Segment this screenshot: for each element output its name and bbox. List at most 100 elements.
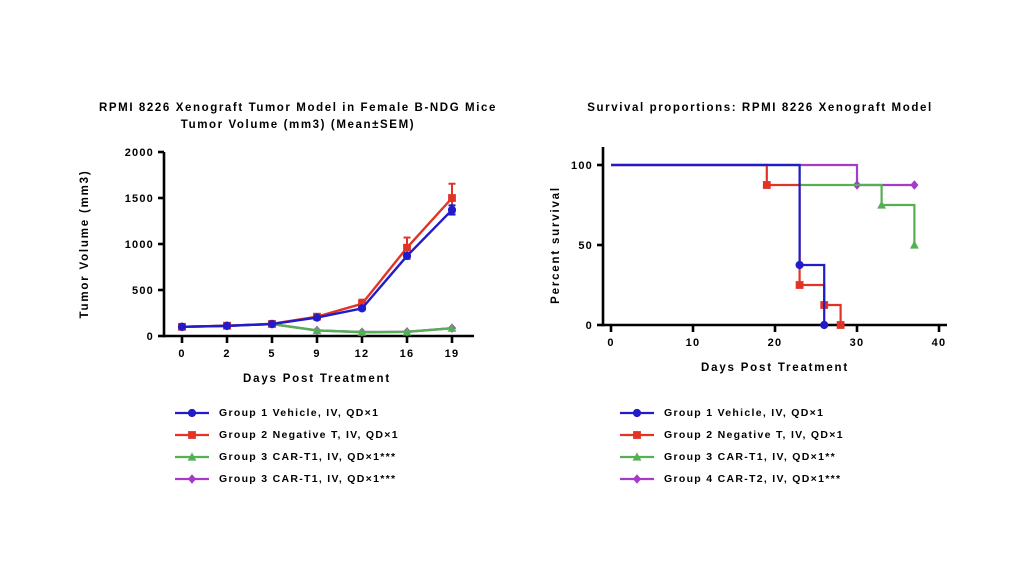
x-tick-label: 20	[768, 337, 783, 349]
data-point-marker	[312, 325, 322, 335]
data-point-marker	[357, 327, 367, 336]
series-circle	[611, 163, 829, 330]
legend-marker	[632, 474, 642, 484]
data-point-marker	[267, 319, 277, 329]
x-axis-title: Days Post Treatment	[701, 362, 849, 374]
y-tick-label: 2000	[125, 147, 154, 159]
data-point-marker	[312, 313, 322, 322]
survival-chart-panel: Survival proportions: RPMI 8226 Xenograf…	[545, 100, 975, 490]
series-square	[611, 163, 845, 329]
data-point-marker	[402, 251, 412, 261]
x-tick-label: 0	[607, 337, 614, 349]
tumor-chart-legend: Group 1 Vehicle, IV, QD×1 Group 2 Negativ…	[68, 402, 528, 490]
x-tick-label: 9	[313, 348, 320, 360]
y-axis-title: Tumor Volume (mm3)	[79, 170, 91, 319]
legend-label: Group 4 CAR-T2, IV, QD×1***	[664, 473, 842, 485]
survival-chart-title: Survival proportions: RPMI 8226 Xenograf…	[587, 102, 933, 114]
series-line	[611, 163, 916, 245]
data-point-marker	[836, 321, 845, 329]
series-line	[611, 163, 915, 187]
legend-item-3: Group 3 CAR-T1, IV, QD×1***	[174, 446, 528, 468]
y-tick-label: 1000	[125, 239, 154, 251]
axes	[597, 147, 947, 332]
data-point-marker	[910, 240, 919, 249]
data-point-marker	[222, 321, 232, 330]
x-tick-label: 19	[445, 348, 460, 360]
x-tick-label: 12	[355, 348, 370, 360]
legend-marker	[188, 431, 196, 439]
series-circle	[177, 204, 457, 331]
tumor-chart-panel: RPMI 8226 Xenograft Tumor Model in Femal…	[68, 100, 528, 490]
tumor-volume-chart: 0 500 1000 1500 2000 0 2 5 9 12 16 19 Tumor Volume (…	[79, 147, 474, 385]
data-point-marker	[795, 260, 804, 270]
series-line	[611, 163, 842, 325]
data-point-marker	[177, 322, 187, 331]
x-tick-label: 10	[686, 337, 701, 349]
data-point-marker	[358, 299, 366, 308]
legend-item-1: Group 1 Vehicle, IV, QD×1	[174, 402, 528, 424]
data-point-marker	[877, 200, 886, 209]
legend-label: Group 1 Vehicle, IV, QD×1	[219, 407, 380, 419]
tick-labels: 0 50 100 0 10 20 30 40	[571, 160, 947, 349]
tumor-chart-title-line1: RPMI 8226 Xenograft Tumor Model in Femal…	[98, 102, 497, 114]
series-line	[181, 197, 453, 328]
y-tick-label: 0	[586, 320, 593, 332]
circle-series-swatch-icon	[175, 408, 209, 418]
legend-item-2: Group 2 Negative T, IV, QD×1	[619, 424, 975, 446]
x-tick-label: 40	[932, 337, 947, 349]
legend-label: Group 1 Vehicle, IV, QD×1	[664, 407, 825, 419]
triangle-series-swatch-icon	[175, 452, 209, 461]
x-tick-label: 16	[400, 348, 415, 360]
diamond-series-swatch-icon	[175, 474, 209, 484]
legend-label: Group 2 Negative T, IV, QD×1	[664, 429, 844, 441]
legend-item-2: Group 2 Negative T, IV, QD×1	[174, 424, 528, 446]
x-tick-label: 0	[178, 348, 185, 360]
legend-item-3: Group 3 CAR-T1, IV, QD×1**	[619, 446, 975, 468]
series-square	[178, 182, 456, 331]
tumor-chart-title-line2: Tumor Volume (mm3) (Mean±SEM)	[180, 119, 416, 131]
axes	[158, 150, 474, 343]
data-point-marker	[447, 323, 457, 332]
survival-chart-legend: Group 1 Vehicle, IV, QD×1 Group 2 Negativ…	[545, 402, 975, 490]
square-series-swatch-icon	[175, 431, 209, 439]
y-tick-label: 50	[578, 240, 593, 252]
y-tick-label: 500	[132, 285, 154, 297]
y-axis-title: Percent survival	[550, 186, 562, 304]
legend-marker	[633, 431, 641, 439]
triangle-series-swatch-icon	[620, 452, 654, 461]
legend-item-4: Group 3 CAR-T1, IV, QD×1***	[174, 468, 528, 490]
legend-label: Group 3 CAR-T1, IV, QD×1***	[219, 451, 397, 463]
series-triangle	[611, 163, 919, 249]
data-point-marker	[820, 320, 829, 330]
legend-marker	[187, 452, 197, 461]
series-triangle	[177, 319, 457, 336]
legend-item-1: Group 1 Vehicle, IV, QD×1	[619, 402, 975, 424]
x-tick-label: 30	[850, 337, 865, 349]
data-point-marker	[403, 243, 411, 252]
legend-marker	[632, 452, 642, 461]
diamond-series-swatch-icon	[620, 474, 654, 484]
y-tick-label: 0	[147, 331, 154, 343]
legend-label: Group 3 CAR-T1, IV, QD×1**	[664, 451, 836, 463]
y-tick-label: 1500	[125, 193, 154, 205]
legend-label: Group 2 Negative T, IV, QD×1	[219, 429, 399, 441]
data-point-marker	[762, 181, 771, 189]
data-point-marker	[910, 180, 919, 190]
x-axis-title: Days Post Treatment	[243, 373, 391, 385]
data-point-marker	[402, 327, 412, 336]
series-line	[181, 209, 453, 328]
legend-marker	[187, 408, 197, 418]
legend-item-4: Group 4 CAR-T2, IV, QD×1***	[619, 468, 975, 490]
survival-chart: 0 50 100 0 10 20 30 40 Percent survival Days Post…	[550, 147, 947, 374]
data-point-marker	[357, 304, 367, 313]
legend-marker	[187, 474, 197, 484]
data-point-marker	[795, 281, 804, 289]
y-tick-label: 100	[571, 160, 593, 172]
legend-label: Group 3 CAR-T1, IV, QD×1***	[219, 473, 397, 485]
series-line	[611, 163, 826, 325]
tick-labels: 0 500 1000 1500 2000 0 2 5 9 12 16 19	[125, 147, 460, 360]
x-tick-label: 2	[223, 348, 230, 360]
circle-series-swatch-icon	[620, 408, 654, 418]
square-series-swatch-icon	[620, 431, 654, 439]
